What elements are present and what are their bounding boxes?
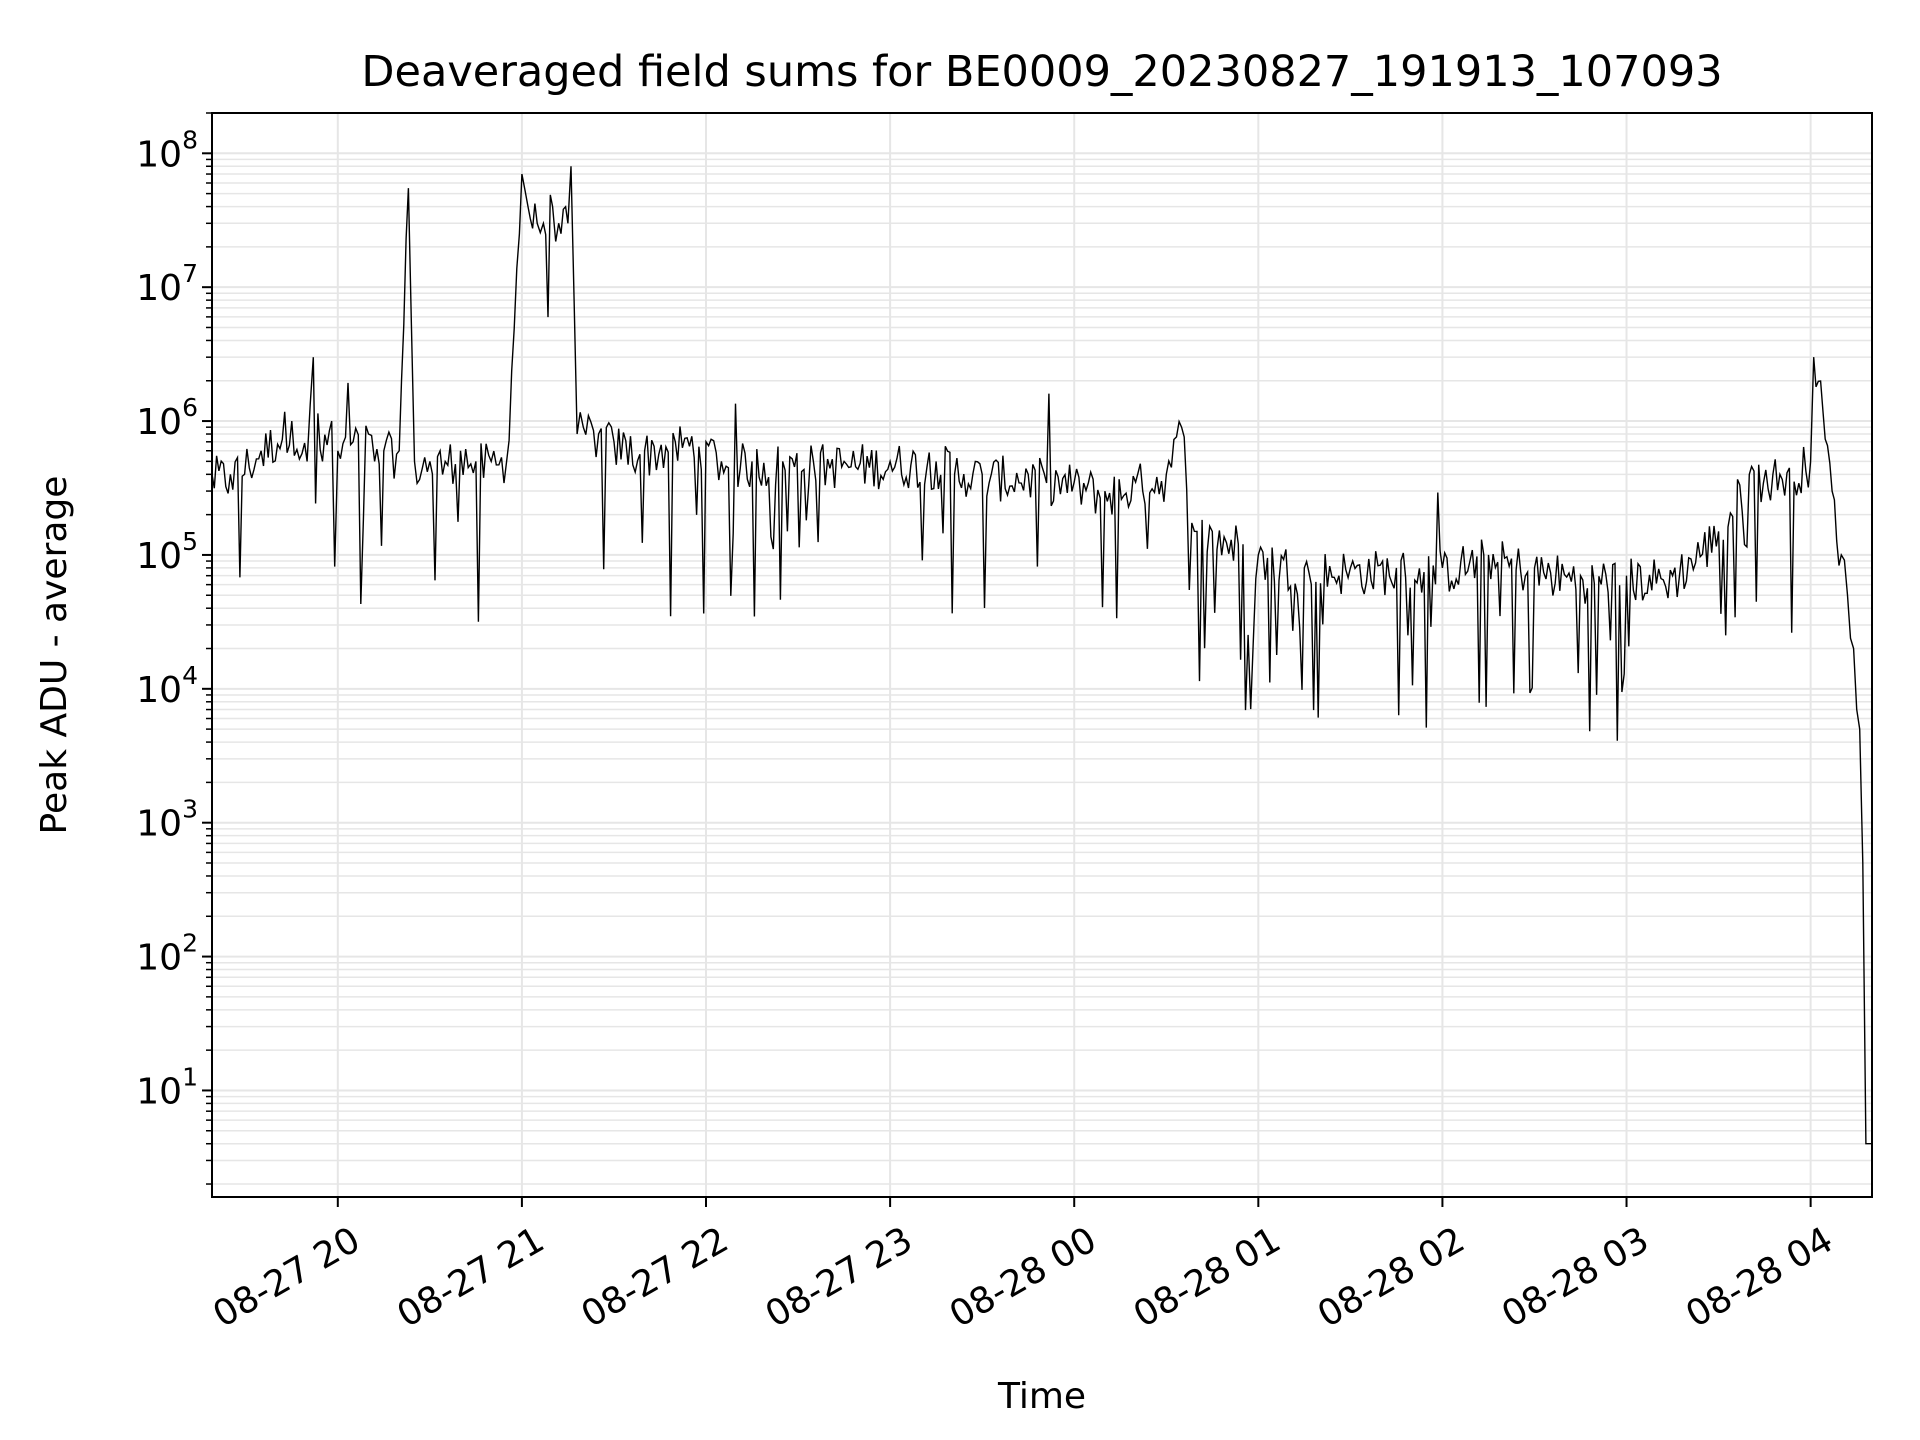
- y-tick-label: 102: [136, 929, 198, 979]
- y-axis-label: Peak ADU - average: [34, 476, 75, 835]
- x-tick-label: 08-27 22: [575, 1219, 736, 1335]
- y-tick-label: 107: [136, 259, 198, 309]
- y-tick-label: 103: [136, 795, 198, 845]
- y-tick-label: 108: [136, 125, 198, 175]
- x-tick-label: 08-28 04: [1679, 1219, 1840, 1335]
- chart-title: Deaveraged field sums for BE0009_2023082…: [361, 47, 1722, 97]
- x-tick-label: 08-28 01: [1127, 1219, 1288, 1335]
- y-tick-label: 104: [136, 661, 198, 711]
- x-tick-label: 08-27 23: [759, 1219, 920, 1335]
- line-layer: [211, 166, 1872, 1145]
- data-series-line-0: [211, 166, 1872, 1145]
- y-tick-label: 105: [136, 527, 198, 577]
- x-tick-label: 08-27 21: [391, 1219, 552, 1335]
- x-tick-label: 08-28 00: [943, 1219, 1104, 1335]
- plot-frame: [211, 112, 1873, 1198]
- grid-layer: [212, 112, 1872, 1197]
- x-tick-label: 08-28 03: [1495, 1219, 1656, 1335]
- y-tick-label: 101: [136, 1062, 198, 1112]
- tick-layer: 101 102 103 104 105 106 107 108 08-27 20 08-27 21…: [136, 112, 1840, 1336]
- y-tick-label: 106: [136, 393, 198, 443]
- x-axis-label: Time: [997, 1376, 1086, 1417]
- x-tick-label: 08-28 02: [1311, 1219, 1472, 1335]
- x-tick-label: 08-27 20: [206, 1219, 367, 1335]
